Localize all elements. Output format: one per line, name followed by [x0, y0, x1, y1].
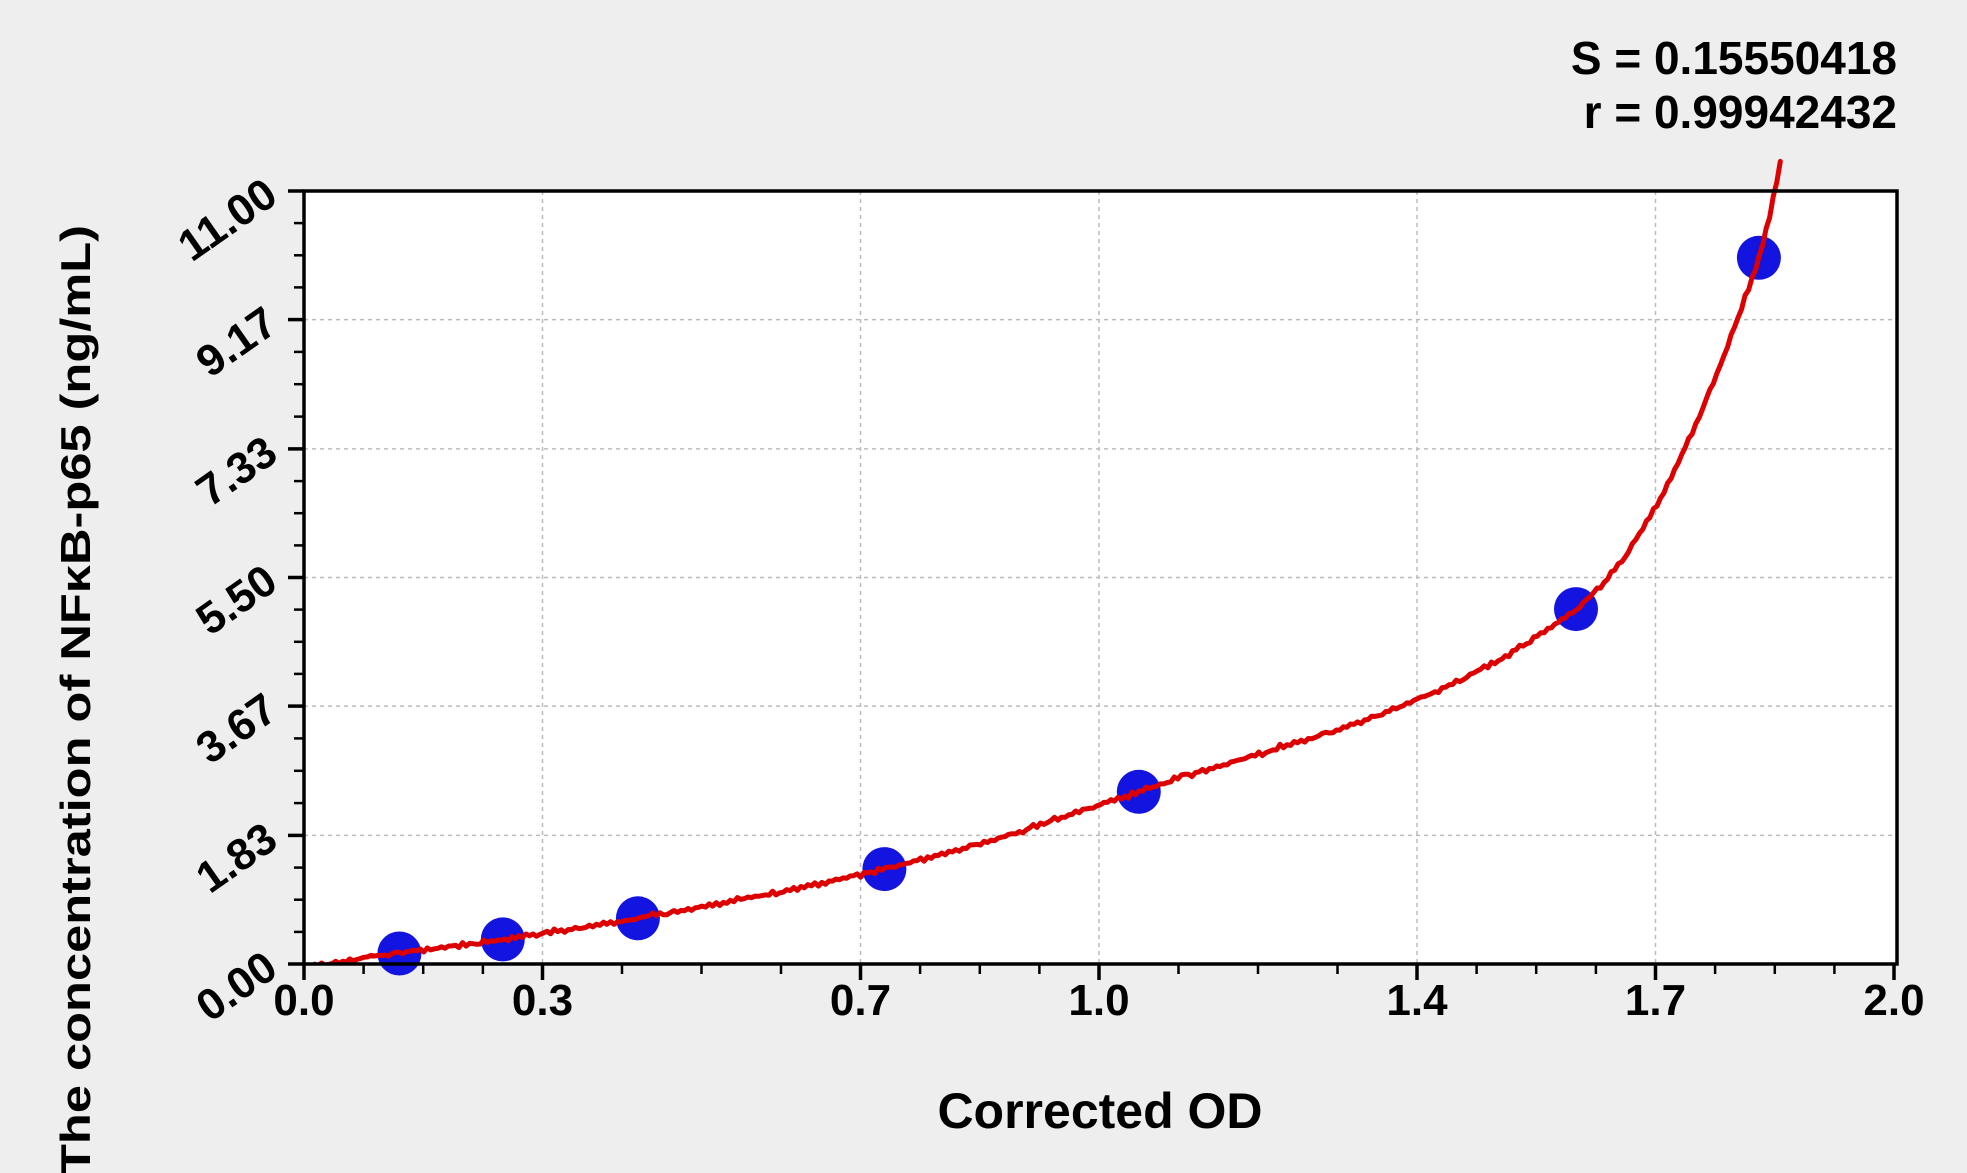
svg-text:1.7: 1.7 [1625, 976, 1686, 1025]
svg-text:0.3: 0.3 [512, 976, 573, 1025]
svg-text:Corrected OD: Corrected OD [937, 1083, 1262, 1139]
svg-text:S = 0.15550418: S = 0.15550418 [1571, 32, 1897, 84]
svg-text:2.0: 2.0 [1863, 976, 1924, 1025]
svg-text:r = 0.99942432: r = 0.99942432 [1584, 86, 1897, 138]
svg-text:1.4: 1.4 [1386, 976, 1448, 1025]
svg-text:The concentration of NFκB-p65: The concentration of NFκB-p65 (ng/mL) [52, 225, 99, 1173]
svg-text:1.0: 1.0 [1068, 976, 1129, 1025]
svg-text:0.7: 0.7 [830, 976, 891, 1025]
